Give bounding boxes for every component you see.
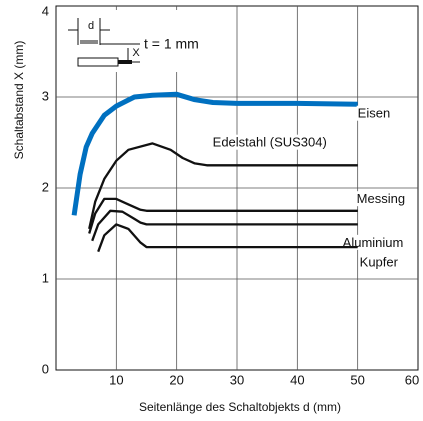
- y-tick-label: 0: [42, 361, 49, 376]
- series-label-bg: [356, 105, 392, 121]
- x-tick-label: 30: [230, 372, 244, 387]
- series-label-bg: [358, 254, 400, 270]
- x-tick-label: 10: [109, 372, 123, 387]
- line-series: [97, 223, 358, 253]
- y-tick-label: 2: [42, 179, 49, 194]
- inset-label: d: [88, 20, 94, 32]
- line-series: [71, 91, 358, 216]
- inset-sensor: [77, 57, 119, 67]
- line-series: [91, 209, 358, 242]
- x-tick-label: 50: [350, 372, 364, 387]
- x-tick-label: 60: [405, 372, 419, 387]
- x-tick-label: 40: [290, 372, 304, 387]
- line-series: [88, 197, 358, 234]
- x-axis-label: Seitenlänge des Schaltobjekts d (mm): [139, 400, 341, 414]
- series-label: Edelstahl (SUS304): [213, 135, 327, 150]
- inset-target: [80, 40, 98, 44]
- y-axis-label: Schaltabstand X (mm): [12, 41, 26, 160]
- y-tick-label: 4: [42, 3, 49, 18]
- inset-label: t = 1 mm: [144, 36, 199, 52]
- series-label: Aluminium: [343, 235, 404, 250]
- inset-label: X: [132, 47, 140, 59]
- inset-sensor-head: [118, 60, 132, 64]
- y-tick-label: 1: [42, 270, 49, 285]
- inset-diagram: t = 1 mm d X: [60, 10, 235, 72]
- line-series: [88, 142, 358, 230]
- series-label: Kupfer: [360, 255, 399, 270]
- x-tick-label: 20: [169, 372, 183, 387]
- series-label: Messing: [357, 191, 405, 206]
- series-label-bg: [211, 134, 328, 150]
- series-label-bg: [355, 191, 407, 207]
- series-label: Eisen: [358, 106, 391, 121]
- y-tick-label: 3: [42, 88, 49, 103]
